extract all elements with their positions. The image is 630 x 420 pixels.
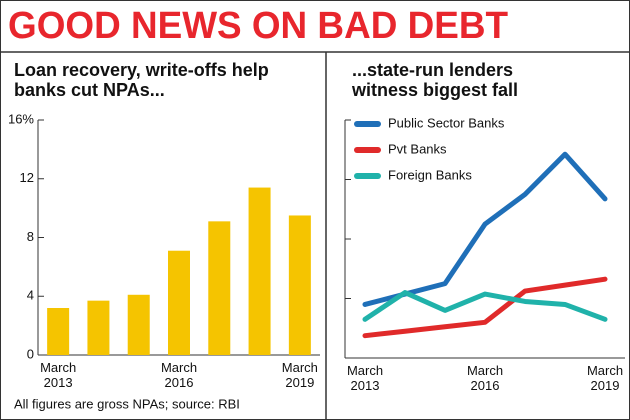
line: [362, 276, 608, 339]
y-tick-label: 16%: [8, 111, 34, 126]
x-tick-label: March 2019: [281, 360, 318, 390]
bar: [168, 250, 190, 355]
y-tick-label: 4: [27, 288, 34, 303]
legend-label: Pvt Banks: [388, 141, 447, 156]
chart-title: Loan recovery, write-offs help banks cut…: [14, 60, 269, 100]
bar: [288, 215, 311, 355]
x-tick-label: March 2019: [586, 363, 624, 393]
x-tick-label: March 2016: [466, 363, 504, 393]
y-tick-label: 12: [20, 170, 34, 185]
bar: [47, 308, 70, 355]
chart-title: ...state-run lenders witness biggest fal…: [352, 60, 519, 100]
line: [362, 290, 608, 322]
x-tick-label: March 2013: [346, 363, 384, 393]
bar: [127, 294, 150, 355]
x-tick-label: March 2016: [160, 360, 198, 390]
main-title: GOOD NEWS ON BAD DEBT: [8, 5, 508, 47]
footnote: All figures are gross NPAs; source: RBI: [14, 396, 240, 411]
y-tick-label: 0: [27, 346, 34, 361]
y-tick-label: 8: [27, 229, 34, 244]
x-tick-label: March 2013: [40, 360, 77, 390]
legend-label: Public Sector Banks: [388, 115, 505, 130]
bar: [208, 221, 231, 355]
legend-label: Foreign Banks: [388, 167, 472, 182]
bar: [248, 187, 271, 355]
bar: [87, 300, 110, 355]
